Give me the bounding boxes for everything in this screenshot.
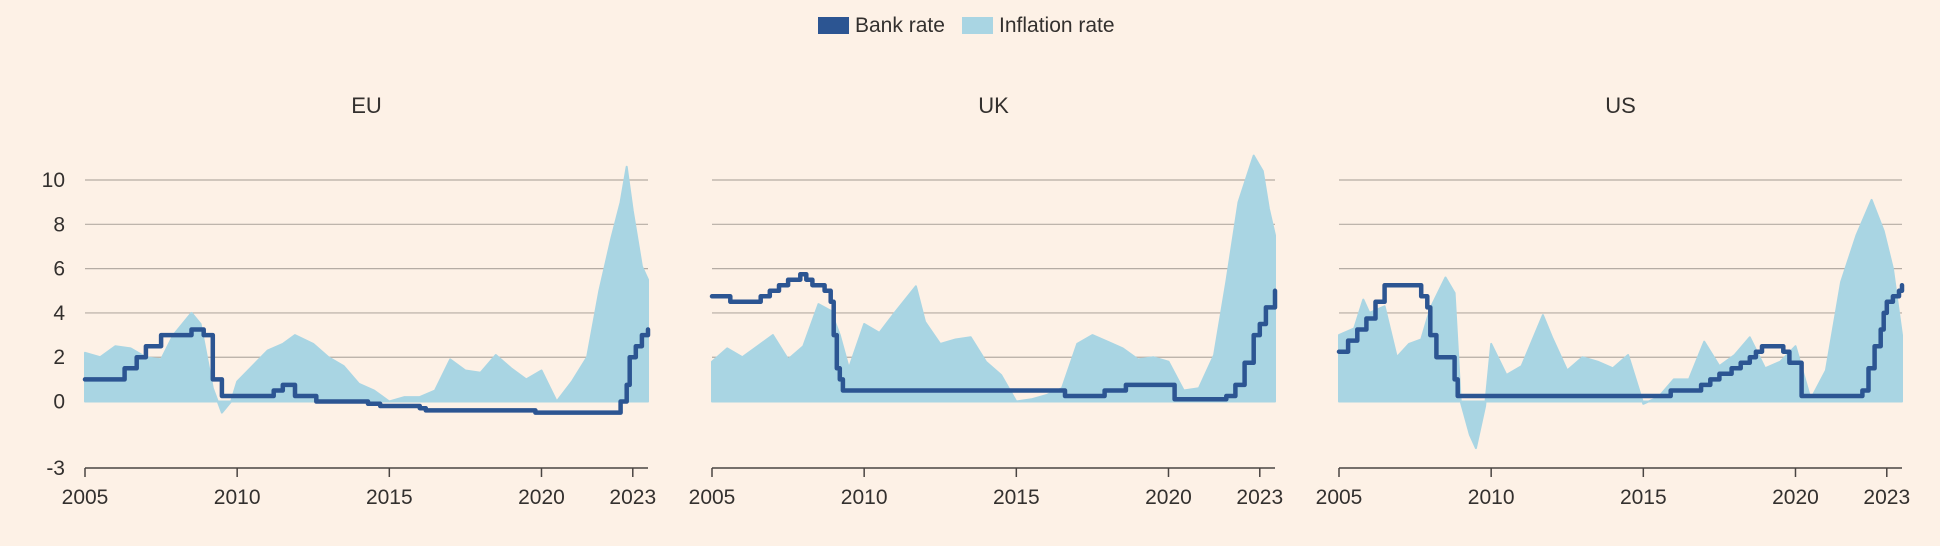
legend-swatch [818, 17, 849, 34]
y-tick-label: 2 [53, 346, 65, 369]
legend-label: Bank rate [855, 14, 945, 37]
x-tick-label: 2023 [1863, 486, 1910, 509]
x-tick-label: 2020 [1772, 486, 1819, 509]
y-tick-label: 4 [53, 302, 65, 325]
y-tick-label: 6 [53, 258, 65, 281]
legend-item-inflation-rate: Inflation rate [962, 14, 1115, 37]
legend-swatch [962, 17, 993, 34]
x-tick-label: 2015 [1620, 486, 1667, 509]
y-tick-label: 10 [42, 169, 65, 192]
legend-label: Inflation rate [999, 14, 1115, 37]
x-tick-label: 2005 [689, 486, 736, 509]
panel-eu: EU -3 0 2 4 6 8 10 2005 2010 2015 2020 2023 [42, 93, 657, 509]
y-tick-label: 0 [53, 391, 65, 414]
inflation-rate-area [1338, 198, 1903, 450]
chart-panels: EU -3 0 2 4 6 8 10 2005 2010 2015 2020 2023 UK 2005 201… [42, 93, 1911, 509]
x-tick-label: 2015 [366, 486, 413, 509]
y-tick-label: -3 [46, 457, 65, 480]
panel-title: US [1605, 93, 1636, 118]
legend-item-bank-rate: Bank rate [818, 14, 945, 37]
x-tick-label: 2010 [214, 486, 261, 509]
x-tick-label: 2020 [1145, 486, 1192, 509]
panel-title: UK [978, 93, 1009, 118]
x-tick-label: 2005 [62, 486, 109, 509]
panel-uk: UK 2005 2010 2015 2020 2023 [689, 93, 1284, 509]
y-tick-label: 8 [53, 213, 65, 236]
x-tick-label: 2015 [993, 486, 1040, 509]
x-tick-label: 2023 [1236, 486, 1283, 509]
panel-title: EU [351, 93, 382, 118]
x-tick-label: 2020 [518, 486, 565, 509]
inflation-rate-area [84, 165, 649, 414]
x-tick-label: 2010 [841, 486, 888, 509]
x-tick-label: 2010 [1468, 486, 1515, 509]
x-tick-label: 2023 [609, 486, 656, 509]
bank-rate-line [82, 327, 651, 415]
x-tick-label: 2005 [1316, 486, 1363, 509]
legend: Bank rate Inflation rate [818, 14, 1115, 37]
bank-rate-line [1336, 282, 1905, 399]
bank-rate-line [709, 271, 1278, 402]
panel-us: US 2005 2010 2015 2020 2023 [1316, 93, 1911, 509]
